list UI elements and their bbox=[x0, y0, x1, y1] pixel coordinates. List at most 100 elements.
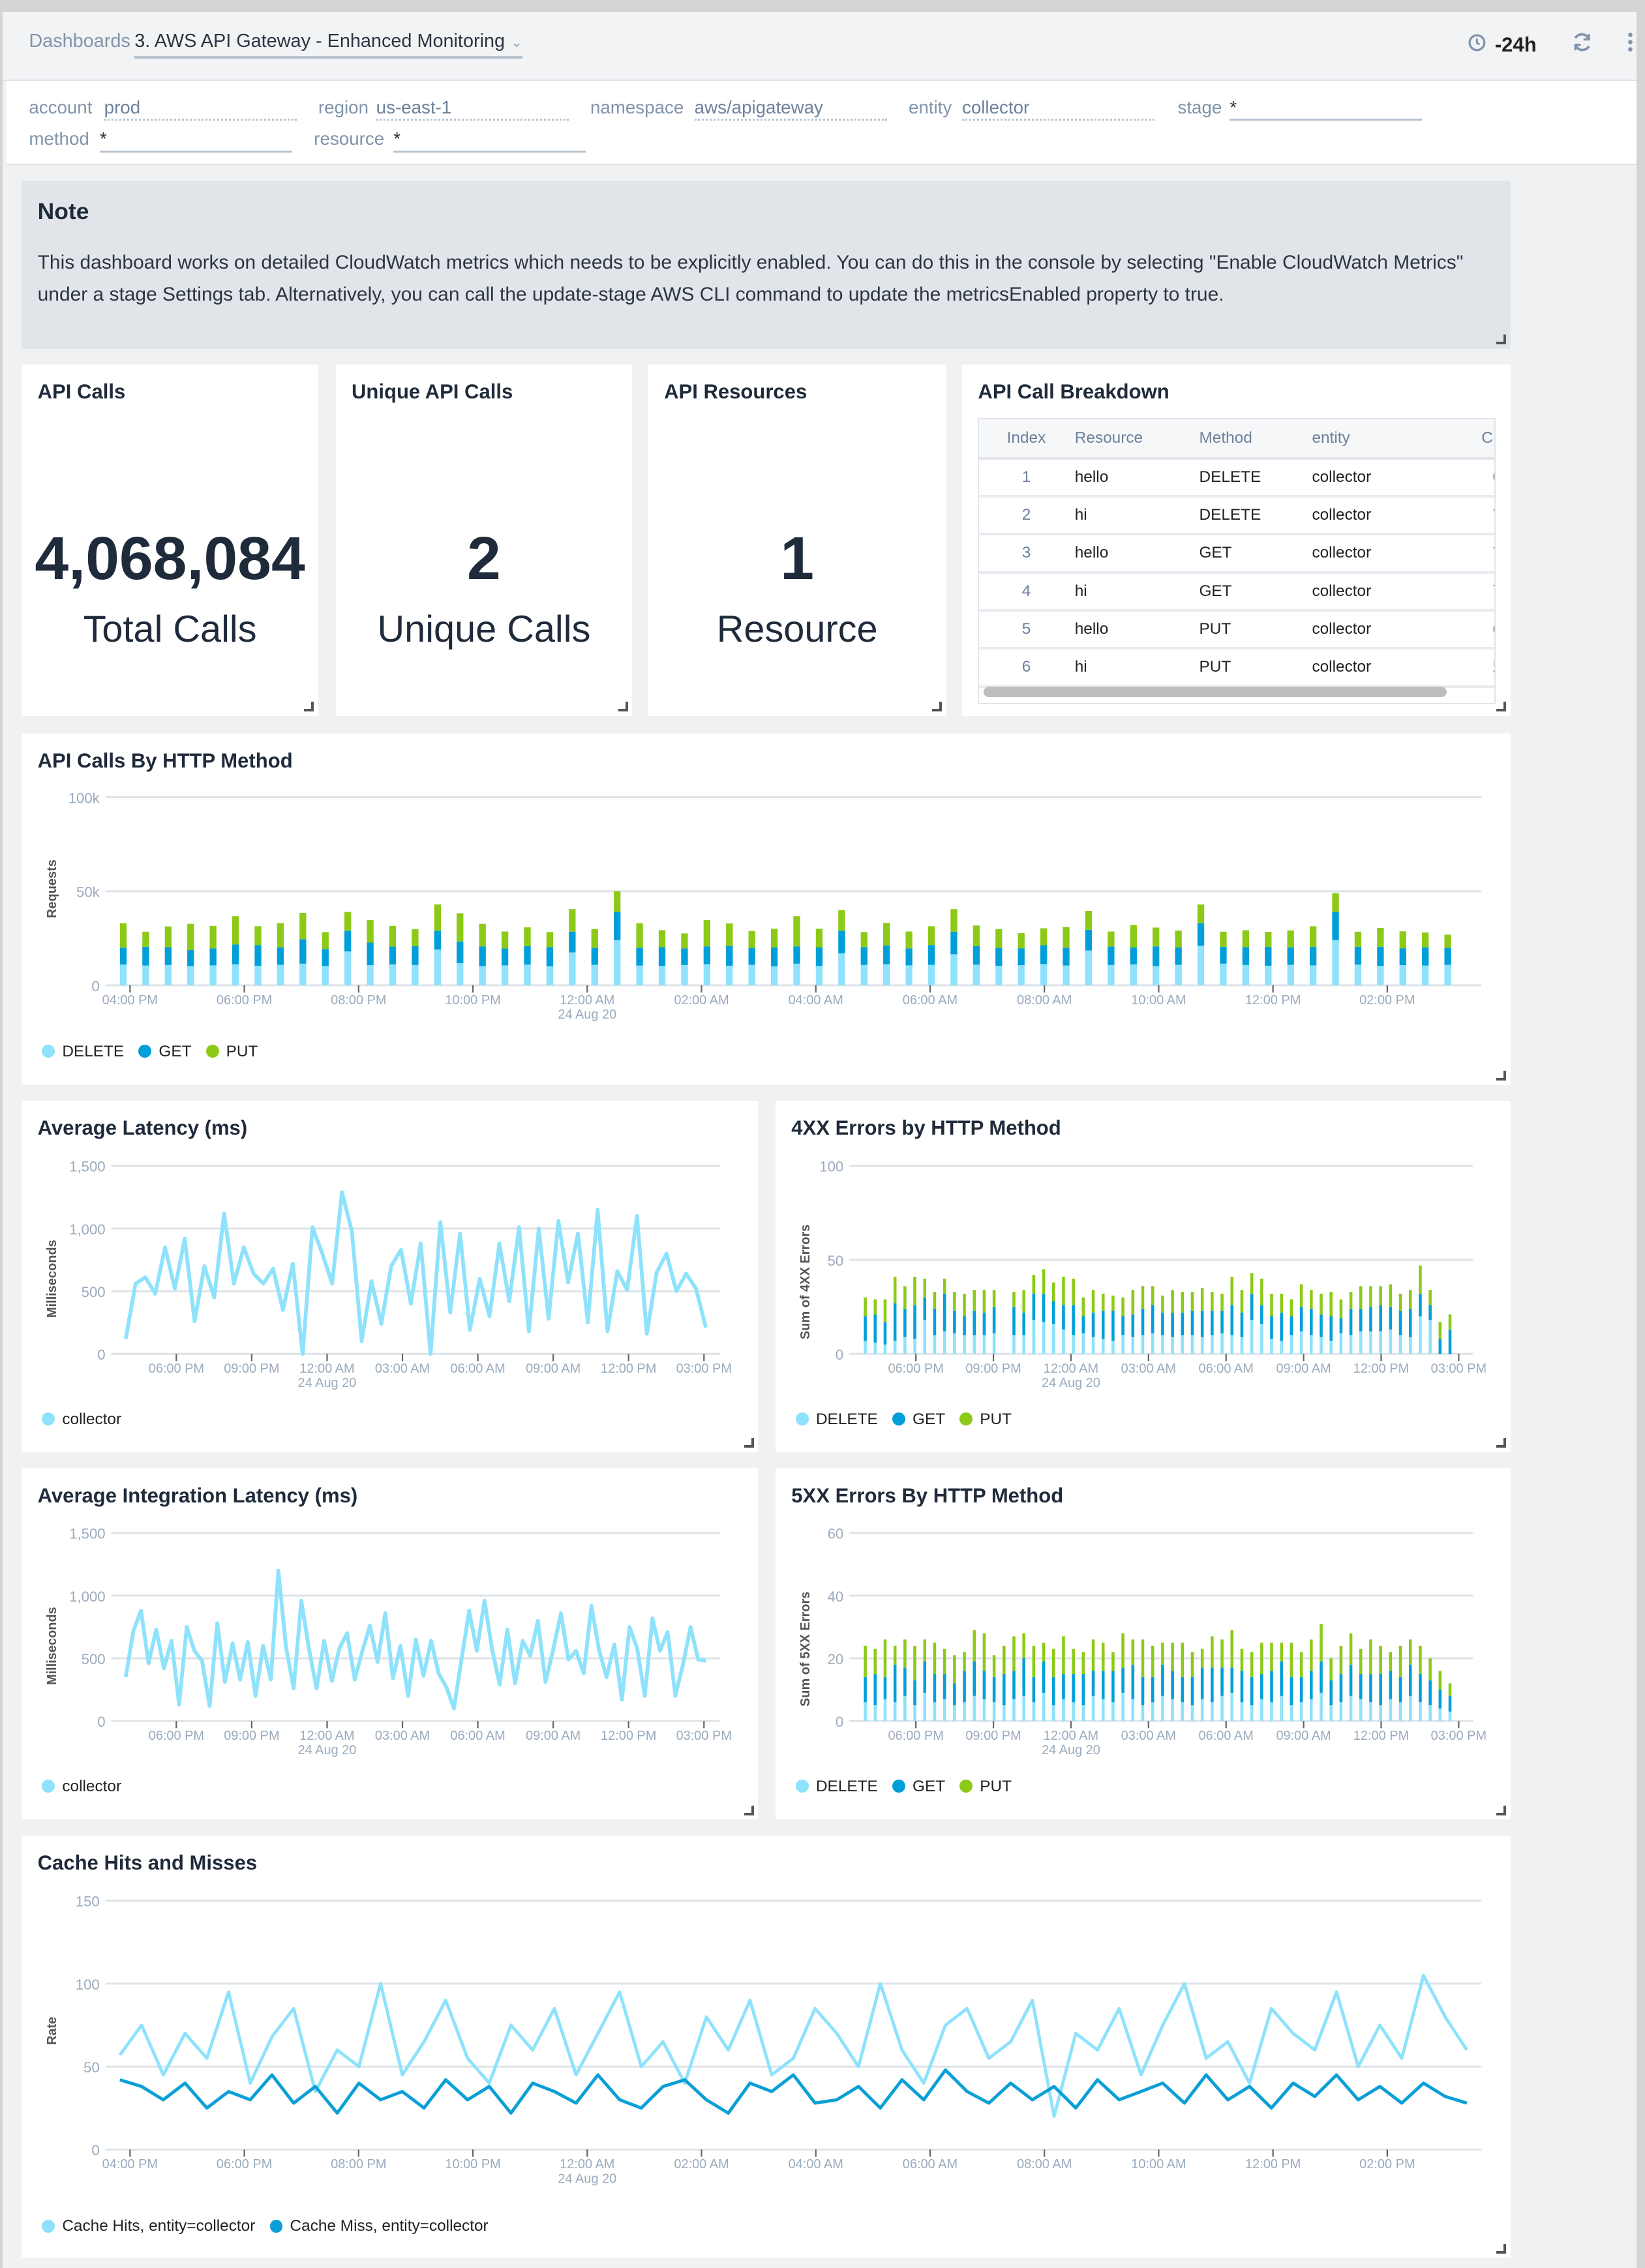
legend-item[interactable]: Cache Hits, entity=collector bbox=[42, 2217, 255, 2235]
bar-get bbox=[209, 947, 217, 965]
cell-index: 4 bbox=[979, 572, 1074, 612]
filter-entity[interactable]: entity collector bbox=[909, 97, 1155, 121]
x-tick-label: 06:00 AM bbox=[903, 992, 958, 1007]
clock-icon[interactable] bbox=[1468, 31, 1487, 58]
resize-handle[interactable] bbox=[1496, 2243, 1507, 2254]
table-row[interactable]: 3helloGETcollector724, bbox=[979, 534, 1495, 574]
filter-account[interactable]: account prod bbox=[29, 97, 297, 121]
bar-put bbox=[1339, 1299, 1343, 1319]
resize-handle[interactable] bbox=[744, 1805, 754, 1815]
legend-item[interactable]: GET bbox=[892, 1410, 945, 1429]
refresh-icon[interactable] bbox=[1571, 31, 1593, 59]
column-method[interactable]: Method bbox=[1198, 419, 1311, 460]
x-tick-label: 06:00 PM bbox=[217, 2157, 272, 2171]
column-entity[interactable]: entity bbox=[1310, 419, 1438, 460]
bar-put bbox=[1062, 1636, 1065, 1675]
table-row[interactable]: 6hiPUTcollector574, bbox=[979, 648, 1495, 688]
bar-put bbox=[1448, 1314, 1452, 1330]
bar-delete bbox=[950, 953, 958, 985]
bar-get bbox=[1220, 1667, 1224, 1697]
resize-handle[interactable] bbox=[618, 702, 628, 712]
bar-get bbox=[1349, 1308, 1353, 1335]
legend-item[interactable]: PUT bbox=[959, 1778, 1012, 1796]
bar-delete bbox=[1032, 1702, 1036, 1722]
filter-method-value[interactable]: * bbox=[100, 128, 292, 153]
resize-handle[interactable] bbox=[1496, 334, 1507, 344]
bar-get bbox=[547, 946, 554, 966]
table-row[interactable]: 4hiGETcollector760, bbox=[979, 572, 1495, 612]
bar-put bbox=[1012, 1636, 1016, 1671]
bar-get bbox=[1270, 1671, 1273, 1703]
bar-get bbox=[1339, 1318, 1343, 1334]
bar-put bbox=[232, 916, 239, 944]
time-range-button[interactable]: -24h bbox=[1494, 33, 1537, 56]
bar-get bbox=[860, 946, 868, 965]
bar-delete bbox=[933, 1702, 937, 1722]
bar-put bbox=[277, 923, 284, 947]
filter-stage-value[interactable]: * bbox=[1230, 97, 1423, 121]
breadcrumb-dashboards[interactable]: Dashboards bbox=[29, 30, 130, 52]
y-tick-label: 40 bbox=[827, 1589, 843, 1605]
legend-item[interactable]: Cache Miss, entity=collector bbox=[269, 2217, 489, 2235]
legend-item[interactable]: collector bbox=[42, 1410, 121, 1429]
filter-resource[interactable]: resource * bbox=[314, 128, 586, 153]
bar-get bbox=[1181, 1312, 1184, 1335]
filter-stage[interactable]: stage * bbox=[1178, 97, 1423, 121]
bar-delete bbox=[232, 964, 239, 985]
resize-handle[interactable] bbox=[931, 702, 942, 712]
filter-method[interactable]: method * bbox=[29, 128, 292, 153]
filter-namespace-value[interactable]: aws/apigateway bbox=[694, 97, 887, 121]
horizontal-scrollbar[interactable] bbox=[984, 687, 1447, 697]
legend-item[interactable]: PUT bbox=[959, 1410, 1012, 1429]
bar-get bbox=[1062, 1674, 1065, 1699]
column-index[interactable]: Index bbox=[979, 419, 1074, 460]
filter-entity-value[interactable]: collector bbox=[962, 97, 1155, 121]
bar-get bbox=[232, 944, 239, 964]
legend-item[interactable]: GET bbox=[892, 1778, 945, 1796]
legend-item[interactable]: DELETE bbox=[42, 1043, 124, 1061]
bar-put bbox=[903, 1286, 907, 1309]
filter-region-value[interactable]: us-east-1 bbox=[376, 97, 569, 121]
cell-index: 5 bbox=[979, 610, 1074, 650]
resize-handle[interactable] bbox=[1496, 1070, 1507, 1081]
bar-put bbox=[1270, 1293, 1273, 1317]
resize-handle[interactable] bbox=[1496, 702, 1507, 712]
legend-item[interactable]: DELETE bbox=[795, 1778, 878, 1796]
table-row[interactable]: 2hiDELETEcollector717, bbox=[979, 496, 1495, 536]
y-tick-label: 100 bbox=[819, 1159, 843, 1175]
bar-get bbox=[1230, 1667, 1233, 1694]
resize-handle[interactable] bbox=[1496, 1805, 1507, 1815]
x-tick-label: 04:00 AM bbox=[789, 992, 843, 1007]
column-resource[interactable]: Resource bbox=[1073, 419, 1198, 460]
x-tick-label: 02:00 AM bbox=[674, 2157, 729, 2171]
cell-count: 717, bbox=[1438, 496, 1495, 536]
filter-region[interactable]: region us-east-1 bbox=[318, 97, 569, 121]
bar-get bbox=[950, 931, 958, 954]
bar-get bbox=[973, 946, 980, 964]
filter-account-value[interactable]: prod bbox=[104, 97, 297, 121]
bar-get bbox=[838, 930, 845, 953]
legend-item[interactable]: PUT bbox=[205, 1043, 258, 1061]
resize-handle[interactable] bbox=[1496, 1438, 1507, 1448]
resize-handle[interactable] bbox=[304, 702, 314, 712]
bar-delete bbox=[703, 964, 711, 985]
column-count[interactable]: C bbox=[1438, 419, 1495, 460]
filter-namespace[interactable]: namespace aws/apigateway bbox=[590, 97, 887, 121]
resize-handle[interactable] bbox=[744, 1438, 754, 1448]
bar-delete bbox=[1349, 1696, 1353, 1722]
cell-entity: collector bbox=[1310, 458, 1438, 498]
table-row[interactable]: 5helloPUTcollector607, bbox=[979, 610, 1495, 650]
legend-item[interactable]: GET bbox=[138, 1043, 191, 1061]
kebab-menu-icon[interactable] bbox=[1627, 31, 1633, 58]
legend-item[interactable]: DELETE bbox=[795, 1410, 878, 1429]
bar-put bbox=[913, 1646, 916, 1681]
bar-put bbox=[1379, 1286, 1382, 1306]
bar-get bbox=[771, 947, 778, 966]
filter-resource-value[interactable]: * bbox=[393, 128, 586, 153]
bar-put bbox=[1399, 931, 1407, 948]
table-row[interactable]: 1helloDELETEcollector683, bbox=[979, 458, 1495, 498]
dashboard-title-dropdown[interactable]: 3. AWS API Gateway - Enhanced Monitoring… bbox=[134, 31, 523, 59]
legend-item[interactable]: collector bbox=[42, 1778, 121, 1796]
panel-title: API Calls bbox=[37, 380, 126, 404]
